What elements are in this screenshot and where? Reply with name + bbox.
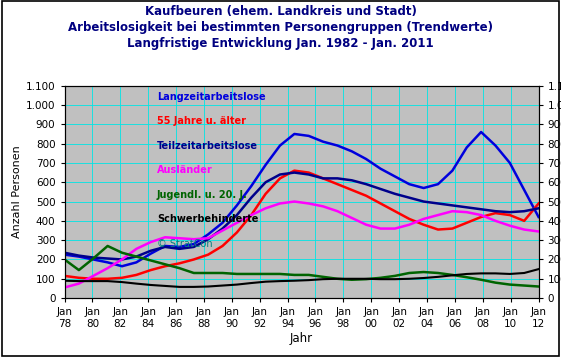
Y-axis label: Anzahl Personen: Anzahl Personen (12, 146, 22, 238)
Text: Langfristige Entwicklung Jan. 1982 - Jan. 2011: Langfristige Entwicklung Jan. 1982 - Jan… (127, 37, 434, 50)
Text: Schwerbehinderte: Schwerbehinderte (157, 214, 258, 224)
Text: © StratCon: © StratCon (157, 238, 213, 248)
Text: Jugendl. u. 20. J.: Jugendl. u. 20. J. (157, 190, 248, 200)
Text: Kaufbeuren (ehem. Landkreis und Stadt): Kaufbeuren (ehem. Landkreis und Stadt) (145, 5, 416, 18)
Text: Teilzeitarbeitslose: Teilzeitarbeitslose (157, 141, 258, 151)
Text: Langzeitarbeitslose: Langzeitarbeitslose (157, 92, 265, 102)
Text: Arbeitslosigkeit bei bestimmten Personengruppen (Trendwerte): Arbeitslosigkeit bei bestimmten Personen… (68, 21, 493, 34)
Text: Ausländer: Ausländer (157, 165, 213, 175)
X-axis label: Jahr: Jahr (290, 332, 313, 345)
Text: 55 Jahre u. älter: 55 Jahre u. älter (157, 116, 246, 126)
